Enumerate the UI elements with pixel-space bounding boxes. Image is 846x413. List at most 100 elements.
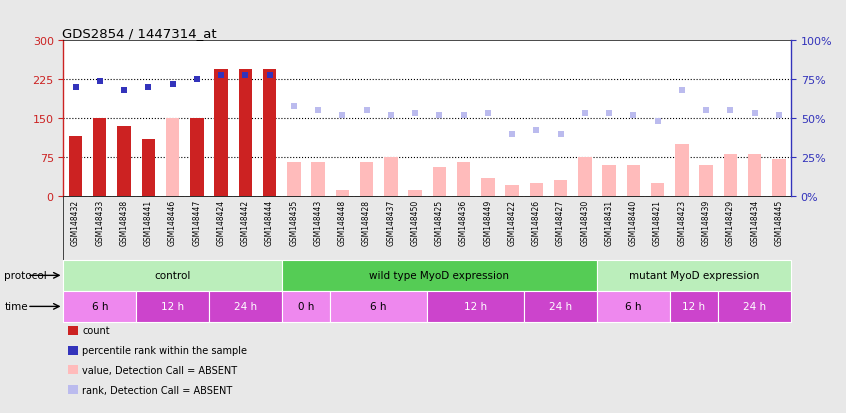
Point [118,88,131,94]
Bar [118,126,131,196]
Bar [93,119,107,196]
Bar [505,186,519,196]
FancyBboxPatch shape [209,291,282,322]
Bar [432,168,446,196]
Point [190,77,204,83]
FancyBboxPatch shape [427,291,525,322]
Bar [481,178,495,196]
Point [336,112,349,119]
Text: GSM148426: GSM148426 [532,199,541,245]
Text: 12 h: 12 h [683,301,706,312]
Bar [166,119,179,196]
Text: GSM148428: GSM148428 [362,199,371,245]
Text: time: time [4,301,28,312]
Text: mutant MyoD expression: mutant MyoD expression [629,271,759,281]
Bar [651,183,664,196]
Point [651,119,664,125]
Text: 0 h: 0 h [298,301,314,312]
Text: GSM148447: GSM148447 [192,199,201,245]
Point [627,112,640,119]
FancyBboxPatch shape [718,291,791,322]
Text: GSM148435: GSM148435 [289,199,299,245]
Point [141,84,155,91]
Text: protocol: protocol [4,271,47,281]
Point [93,78,107,85]
Bar [627,165,640,196]
Point [675,88,689,94]
Text: GSM148438: GSM148438 [119,199,129,245]
Bar [554,181,568,196]
Bar [409,191,422,196]
Text: percentile rank within the sample: percentile rank within the sample [82,345,247,355]
Bar [69,137,82,196]
Bar [214,70,228,196]
Bar [336,191,349,196]
Text: GSM148450: GSM148450 [410,199,420,245]
Text: GSM148448: GSM148448 [338,199,347,245]
Bar [141,140,155,196]
FancyBboxPatch shape [330,291,427,322]
Text: 24 h: 24 h [743,301,766,312]
Text: GSM148422: GSM148422 [508,199,517,245]
Text: 6 h: 6 h [91,301,108,312]
Point [530,128,543,134]
FancyBboxPatch shape [63,260,282,291]
Text: control: control [155,271,190,281]
Bar [190,119,204,196]
Bar [311,163,325,196]
Bar [239,70,252,196]
Text: GSM148446: GSM148446 [168,199,177,245]
Point [166,81,179,88]
Text: 12 h: 12 h [161,301,184,312]
Text: GSM148421: GSM148421 [653,199,662,245]
Text: GSM148436: GSM148436 [459,199,468,245]
FancyBboxPatch shape [597,260,791,291]
Bar [772,160,786,196]
Point [578,111,591,117]
Text: 24 h: 24 h [549,301,572,312]
Bar [700,165,713,196]
Text: GSM148430: GSM148430 [580,199,590,245]
Text: rank, Detection Call = ABSENT: rank, Detection Call = ABSENT [82,385,233,395]
Point [409,111,422,117]
Text: GSM148429: GSM148429 [726,199,735,245]
Point [263,72,277,78]
Bar [602,165,616,196]
FancyBboxPatch shape [63,291,136,322]
Text: GSM148425: GSM148425 [435,199,444,245]
Bar [675,145,689,196]
Text: GSM148437: GSM148437 [387,199,395,245]
Bar [384,157,398,196]
FancyBboxPatch shape [670,291,718,322]
Text: 6 h: 6 h [625,301,641,312]
Text: GSM148423: GSM148423 [678,199,686,245]
Bar [287,163,300,196]
Text: GSM148440: GSM148440 [629,199,638,245]
Text: 6 h: 6 h [371,301,387,312]
Point [457,112,470,119]
Text: GSM148449: GSM148449 [483,199,492,245]
Text: GSM148433: GSM148433 [96,199,104,245]
FancyBboxPatch shape [597,291,670,322]
Bar [360,163,373,196]
Point [554,131,568,138]
Text: 12 h: 12 h [464,301,487,312]
Point [723,108,737,114]
FancyBboxPatch shape [282,291,330,322]
Text: 24 h: 24 h [233,301,257,312]
Text: value, Detection Call = ABSENT: value, Detection Call = ABSENT [82,365,237,375]
Text: count: count [82,325,110,335]
Text: wild type MyoD expression: wild type MyoD expression [370,271,509,281]
Bar [530,183,543,196]
FancyBboxPatch shape [63,196,791,260]
Point [602,111,616,117]
Point [700,108,713,114]
Point [481,111,495,117]
Point [748,111,761,117]
Point [772,112,786,119]
FancyBboxPatch shape [282,260,597,291]
FancyBboxPatch shape [136,291,209,322]
Bar [578,157,591,196]
Text: GDS2854 / 1447314_at: GDS2854 / 1447314_at [62,27,217,40]
Point [311,108,325,114]
